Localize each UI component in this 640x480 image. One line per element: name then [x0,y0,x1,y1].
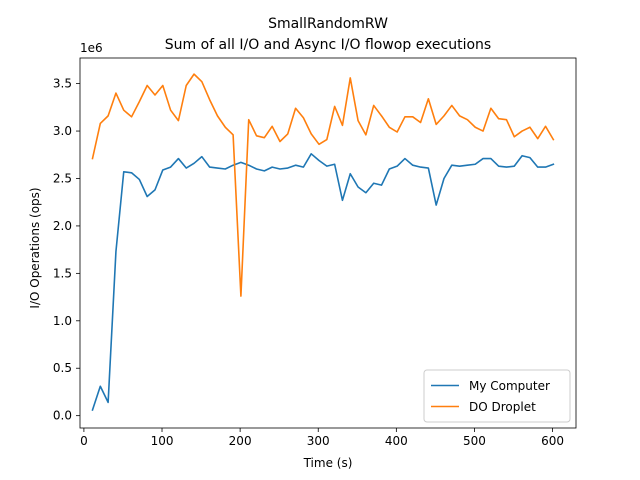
y-tick-label: 3.5 [53,77,72,91]
x-tick-label: 400 [385,434,408,448]
legend: My Computer DO Droplet [423,369,571,423]
x-tick-label: 100 [151,434,174,448]
chart-subtitle: Sum of all I/O and Async I/O flowop exec… [165,37,491,53]
axes-frame [79,57,577,429]
x-tick-label: 500 [463,434,486,448]
x-axis-label: Time (s) [303,456,353,470]
y-tick-label: 1.0 [53,314,72,328]
y-tick-label: 0.5 [53,361,72,375]
x-tick-label: 300 [307,434,330,448]
y-axis-label: I/O Operations (ops) [28,187,42,308]
legend-label-do-droplet: DO Droplet [469,400,536,414]
y-tick-label: 1.5 [53,266,72,280]
y-tick-label: 0.0 [53,409,72,423]
x-tick-label: 0 [80,434,88,448]
chart-title: SmallRandomRW [268,16,388,32]
y-scale-label: 1e6 [80,41,103,55]
series-line-do-droplet [91,73,555,297]
y-tick-label: 3.0 [53,124,72,138]
y-axis-ticks: 0.0 0.5 1.0 1.5 2.0 2.5 3.0 3.5 [53,77,80,423]
y-tick-label: 2.0 [53,219,72,233]
legend-label-my-computer: My Computer [469,379,550,393]
legend-box [423,369,571,423]
series-line-my-computer [91,153,555,411]
y-tick-label: 2.5 [53,171,72,185]
plot-area [79,57,577,429]
x-axis-ticks: 0 100 200 300 400 500 600 [80,428,564,448]
x-tick-label: 200 [229,434,252,448]
series-layer [91,73,555,411]
x-tick-label: 600 [541,434,564,448]
